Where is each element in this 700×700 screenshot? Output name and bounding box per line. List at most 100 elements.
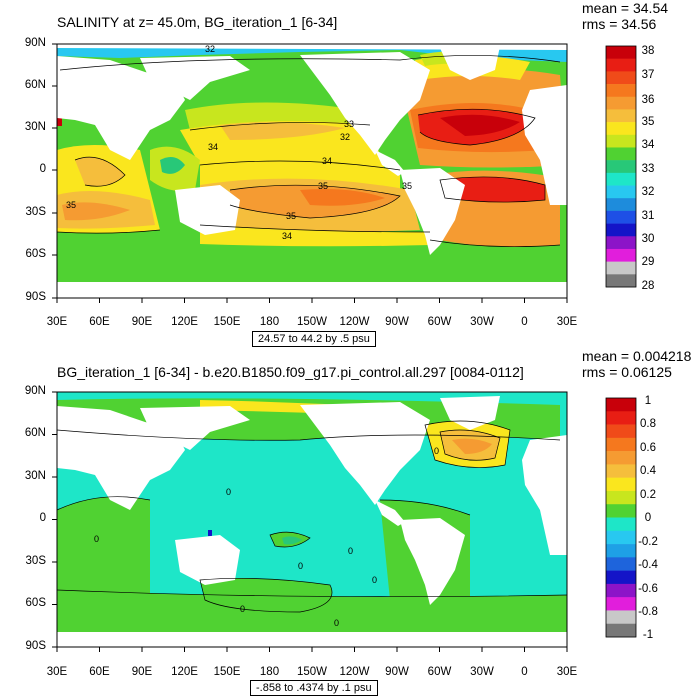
colorbar-swatch bbox=[606, 109, 636, 123]
colorbar-swatch bbox=[606, 398, 636, 412]
contour-label: 0 bbox=[334, 618, 339, 628]
contour-range-label: 24.57 to 44.2 by .5 psu bbox=[252, 331, 376, 347]
colorbar-label: 31 bbox=[641, 210, 655, 222]
colorbar-label: -0.4 bbox=[638, 559, 658, 571]
lat-tick-label: 0 bbox=[39, 512, 46, 524]
colorbar-swatch bbox=[606, 147, 636, 161]
contour-label: 35 bbox=[402, 181, 412, 191]
lon-tick-label: 150W bbox=[296, 316, 328, 328]
colorbar-swatch bbox=[606, 544, 636, 558]
lon-tick-label: 30E bbox=[556, 316, 578, 328]
lat-tick-label: 60S bbox=[25, 597, 46, 609]
lon-tick-label: 150W bbox=[296, 666, 328, 678]
lat-tick-label: 60N bbox=[24, 427, 46, 439]
colorbar-swatch bbox=[606, 46, 636, 59]
lon-tick-label: 90E bbox=[131, 666, 153, 678]
lat-tick-label: 60S bbox=[25, 248, 46, 260]
contour-label: 32 bbox=[340, 132, 350, 142]
colorbar-swatch bbox=[606, 570, 636, 585]
axis-ticks bbox=[52, 391, 568, 652]
lon-tick-label: 120W bbox=[339, 666, 370, 678]
lon-tick-label: 30E bbox=[556, 666, 578, 678]
colorbar-label: -1 bbox=[642, 629, 654, 641]
contour-labels: 0 0 0 0 0 0 0 0 bbox=[94, 446, 439, 628]
colorbar-swatch bbox=[606, 96, 636, 110]
lat-tick-label: 30S bbox=[25, 555, 46, 567]
colorbar-swatch bbox=[606, 583, 636, 598]
mean-value: mean = 34.54 bbox=[582, 0, 669, 16]
salinity-map-svg: 32 34 34 33 32 35 35 35 35 34 bbox=[52, 43, 637, 303]
colorbar-label: 0.8 bbox=[640, 418, 656, 430]
lat-tick-label: 30N bbox=[24, 470, 46, 482]
contour-label: 33 bbox=[344, 119, 354, 129]
rms-value: rms = 34.56 bbox=[582, 16, 657, 32]
colorbar-swatch bbox=[606, 464, 636, 478]
colorbar-label: 33 bbox=[641, 163, 655, 175]
lat-tick-label: 90N bbox=[24, 37, 46, 49]
difference-field bbox=[57, 392, 567, 647]
mean-value: mean = 0.004218 bbox=[582, 348, 692, 364]
lon-tick-label: 0 bbox=[521, 316, 528, 328]
lon-tick-label: 150E bbox=[213, 666, 241, 678]
colorbar-label: 38 bbox=[641, 45, 655, 57]
lon-tick-label: 60E bbox=[89, 316, 110, 328]
colorbar-swatch bbox=[606, 58, 636, 72]
lon-tick-label: 90W bbox=[385, 666, 409, 678]
colorbar-swatch bbox=[606, 236, 636, 250]
contour-label: 34 bbox=[282, 231, 292, 241]
contour-label: 34 bbox=[322, 156, 332, 166]
colorbar-swatch bbox=[606, 71, 636, 85]
colorbar-label: -0.2 bbox=[638, 536, 658, 548]
colorbar-label: 34 bbox=[641, 139, 655, 151]
contour-label: 0 bbox=[240, 604, 245, 614]
contour-label: 34 bbox=[208, 142, 218, 152]
lat-tick-label: 90S bbox=[25, 640, 46, 652]
lon-tick-label: 120E bbox=[171, 316, 198, 328]
lon-tick-label: 60W bbox=[427, 666, 452, 678]
lon-tick-label: 30E bbox=[46, 666, 68, 678]
lat-tick-label: 60N bbox=[24, 79, 46, 91]
colorbar-label: 32 bbox=[641, 186, 655, 198]
lon-tick-label: 30W bbox=[470, 316, 494, 328]
colorbar-swatch bbox=[606, 185, 636, 199]
contour-label: 0 bbox=[94, 534, 99, 544]
colorbar bbox=[605, 45, 637, 288]
lat-tick-label: 0 bbox=[39, 163, 46, 175]
lon-tick-label: 90E bbox=[131, 316, 153, 328]
contour-label: 35 bbox=[318, 181, 328, 191]
colorbar-swatch bbox=[606, 451, 636, 465]
lat-tick-label: 30S bbox=[25, 206, 46, 218]
colorbar-label: 35 bbox=[641, 116, 655, 128]
lon-tick-label: 60E bbox=[89, 666, 110, 678]
difference-map-svg: 0 0 0 0 0 0 0 0 bbox=[52, 391, 637, 652]
lon-tick-label: 180 bbox=[259, 666, 280, 678]
contour-label: 32 bbox=[205, 44, 215, 54]
colorbar-swatch bbox=[606, 274, 636, 288]
difference-map-panel: 0 0 0 0 0 0 0 0 BG_iteration_1 [6-34] - … bbox=[0, 348, 700, 700]
colorbar-swatch bbox=[606, 557, 636, 571]
colorbar-label: -0.8 bbox=[638, 606, 658, 618]
lon-tick-label: 90W bbox=[385, 316, 409, 328]
salinity-field bbox=[57, 44, 567, 298]
colorbar-label: -0.6 bbox=[638, 583, 658, 595]
rms-value: rms = 0.06125 bbox=[582, 364, 672, 380]
contour-labels: 32 34 34 33 32 35 35 35 35 34 bbox=[66, 44, 412, 241]
contour-label: 0 bbox=[434, 446, 439, 456]
colorbar-swatch bbox=[606, 517, 636, 532]
lon-tick-label: 120W bbox=[339, 316, 370, 328]
lon-tick-label: 180 bbox=[259, 316, 280, 328]
colorbar-label: 0.6 bbox=[640, 442, 656, 454]
map-title: BG_iteration_1 [6-34] - b.e20.B1850.f09_… bbox=[57, 364, 524, 380]
contour-label: 0 bbox=[226, 487, 231, 497]
colorbar-label: 1 bbox=[644, 395, 652, 407]
contour-label: 0 bbox=[348, 546, 353, 556]
contour-label: 35 bbox=[286, 211, 296, 221]
colorbar-frame bbox=[605, 45, 637, 288]
lat-tick-label: 90S bbox=[25, 291, 46, 303]
lon-tick-label: 30W bbox=[470, 666, 494, 678]
colorbar-swatch bbox=[606, 490, 636, 505]
colorbar-swatch bbox=[606, 504, 636, 518]
lon-tick-label: 0 bbox=[521, 666, 528, 678]
colorbar-label: 29 bbox=[641, 256, 655, 268]
colorbar-label: 28 bbox=[641, 280, 655, 292]
